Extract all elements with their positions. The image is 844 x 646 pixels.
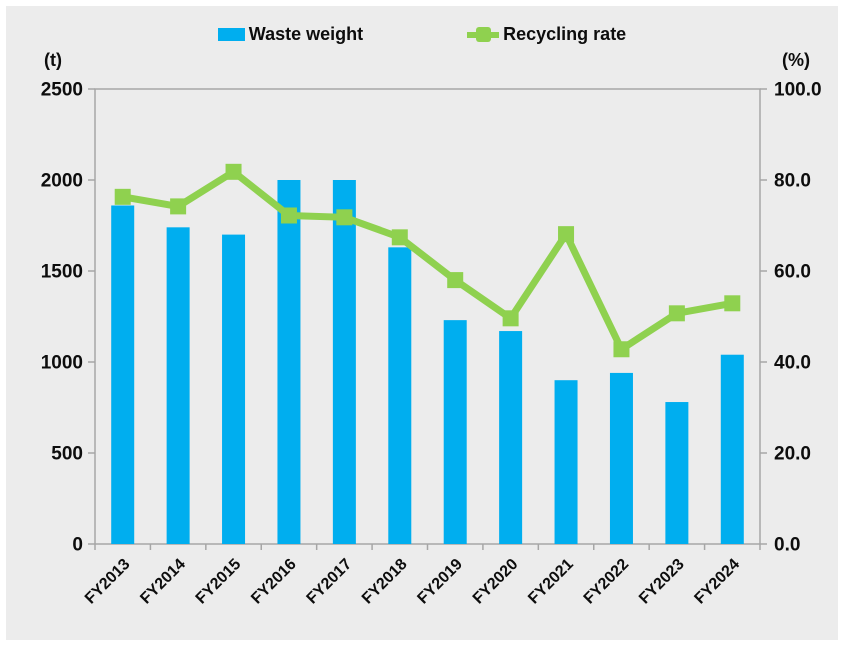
bar-FY2016	[277, 180, 301, 544]
bar-FY2022	[609, 372, 633, 544]
bar-FY2018	[388, 247, 412, 544]
left-axis-tick-label: 2000	[41, 171, 83, 192]
bar-FY2017	[332, 180, 356, 544]
line-marker-FY2016	[280, 207, 297, 224]
right-axis-tick-label: 80.0	[774, 171, 811, 192]
x-axis-label-FY2024: FY2024	[691, 556, 743, 608]
bar-FY2015	[222, 234, 246, 544]
right-axis-tick-label: 100.0	[774, 80, 822, 101]
left-axis-tick-label: 1000	[41, 353, 83, 374]
line-marker-FY2023	[668, 305, 685, 322]
bar-FY2020	[499, 331, 523, 544]
x-axis-label-FY2015: FY2015	[193, 556, 245, 608]
x-axis-label-FY2022: FY2022	[581, 556, 633, 608]
line-marker-FY2013	[114, 188, 131, 205]
x-axis-label-FY2019: FY2019	[414, 556, 466, 608]
left-axis-tick-label: 500	[51, 444, 83, 465]
x-axis-label-FY2020: FY2020	[470, 556, 522, 608]
bar-FY2024	[720, 354, 744, 544]
bar-FY2014	[166, 227, 190, 544]
bar-FY2013	[111, 205, 135, 545]
left-axis-tick-label: 2500	[41, 80, 83, 101]
line-marker-FY2014	[170, 198, 187, 215]
line-marker-FY2015	[225, 163, 242, 180]
bar-FY2019	[443, 320, 467, 544]
right-axis-tick-label: 20.0	[774, 444, 811, 465]
line-marker-FY2019	[447, 272, 464, 289]
x-axis-label-FY2014: FY2014	[137, 556, 189, 608]
line-marker-FY2020	[502, 310, 519, 327]
line-marker-FY2022	[613, 341, 630, 358]
plot-frame	[94, 88, 761, 545]
line-marker-FY2017	[336, 209, 353, 226]
left-axis-tick-label: 1500	[41, 262, 83, 283]
x-axis-label-FY2018: FY2018	[359, 556, 411, 608]
left-axis-unit-label: (t)	[44, 50, 62, 70]
bar-FY2023	[665, 402, 689, 544]
chart-panel: Waste weight Recycling rate (t) (%) 0 500…	[6, 6, 838, 640]
x-axis-label-FY2017: FY2017	[304, 556, 356, 608]
right-axis-unit-label: (%)	[782, 50, 810, 70]
x-axis-label-FY2021: FY2021	[525, 556, 577, 608]
line-marker-FY2024	[724, 295, 741, 312]
x-axis-label-FY2013: FY2013	[82, 556, 134, 608]
combo-chart: 0 500 1000 1500 2000 2500 0.0 20.0 40.0 60.0 80.0 1…	[41, 80, 822, 608]
bar-FY2021	[554, 380, 578, 544]
right-axis-tick-label: 40.0	[774, 353, 811, 374]
right-axis-tick-label: 60.0	[774, 262, 811, 283]
line-marker-FY2018	[391, 229, 408, 246]
x-axis-label-FY2023: FY2023	[636, 556, 688, 608]
line-marker-FY2021	[558, 226, 575, 243]
recycling-rate-line	[122, 167, 733, 355]
right-axis-tick-label: 0.0	[774, 535, 800, 556]
x-axis-label-FY2016: FY2016	[248, 556, 300, 608]
left-axis-tick-label: 0	[72, 535, 83, 556]
